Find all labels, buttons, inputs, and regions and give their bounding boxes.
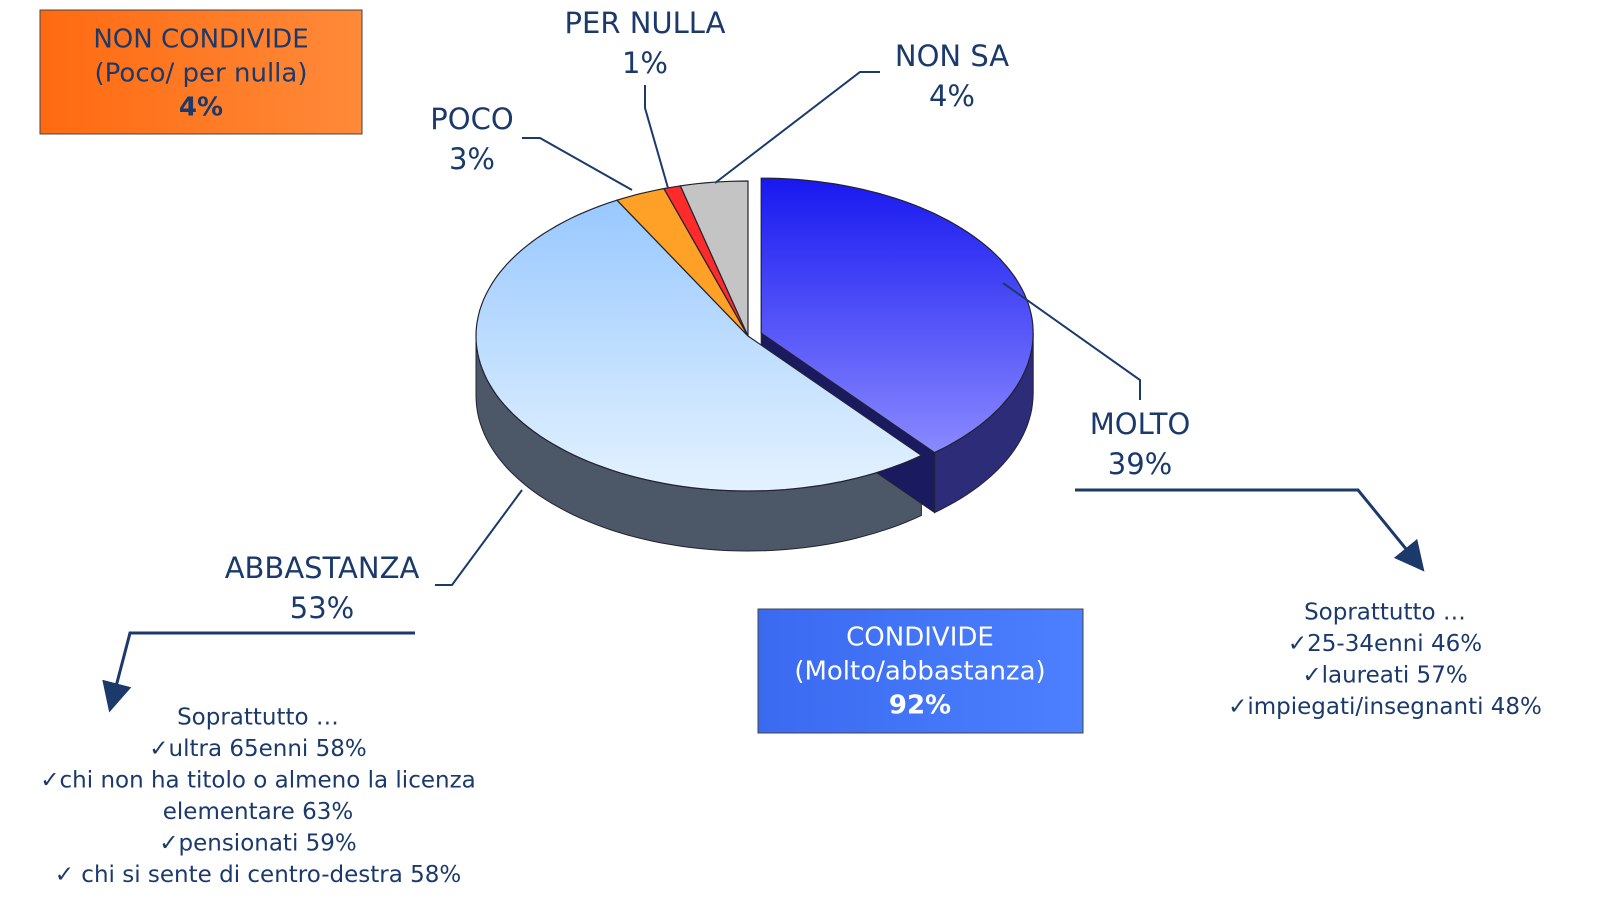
value-label: 4%	[929, 79, 975, 113]
slice-label: MOLTO	[1090, 407, 1191, 441]
note-text: ✓pensionati 59%	[159, 831, 357, 857]
value-label: 39%	[1108, 447, 1172, 481]
note-text: ✓ultra 65enni 58%	[149, 736, 367, 762]
value-label: 53%	[290, 591, 354, 625]
slice-label: PER NULLA	[565, 6, 726, 40]
slice	[475, 199, 923, 492]
note-text: ✓ chi si sente di centro-destra 58%	[55, 862, 462, 888]
value-label: 3%	[449, 142, 495, 176]
slice	[760, 177, 1034, 454]
box-text: (Poco/ per nulla)	[95, 59, 308, 89]
note-text: ✓chi non ha titolo o almeno la licenza	[40, 768, 475, 794]
box-text: NON CONDIVIDE	[93, 25, 308, 55]
box	[757, 608, 1084, 734]
leader-lines	[435, 71, 1141, 586]
box-text: 4%	[179, 93, 223, 123]
note-text: ✓impiegati/insegnanti 48%	[1228, 694, 1542, 720]
note-text: Soprattutto …	[1304, 600, 1466, 626]
box	[39, 9, 363, 135]
slice	[615, 187, 749, 337]
note-text: ✓25-34enni 46%	[1288, 631, 1482, 657]
pie	[475, 177, 1034, 552]
note-text: Soprattutto …	[177, 705, 339, 731]
note-text: ✓laureati 57%	[1302, 663, 1467, 689]
box-text: (Molto/abbastanza)	[794, 657, 1045, 687]
box-text: 92%	[889, 691, 951, 721]
value-label: 1%	[622, 46, 668, 80]
slice-label: POCO	[430, 102, 513, 136]
note-text: elementare 63%	[163, 799, 353, 825]
slice	[679, 180, 749, 337]
arrows	[102, 488, 1425, 713]
slice-label: ABBASTANZA	[225, 551, 420, 585]
box-text: CONDIVIDE	[846, 623, 994, 653]
slice-label: NON SA	[895, 39, 1009, 73]
